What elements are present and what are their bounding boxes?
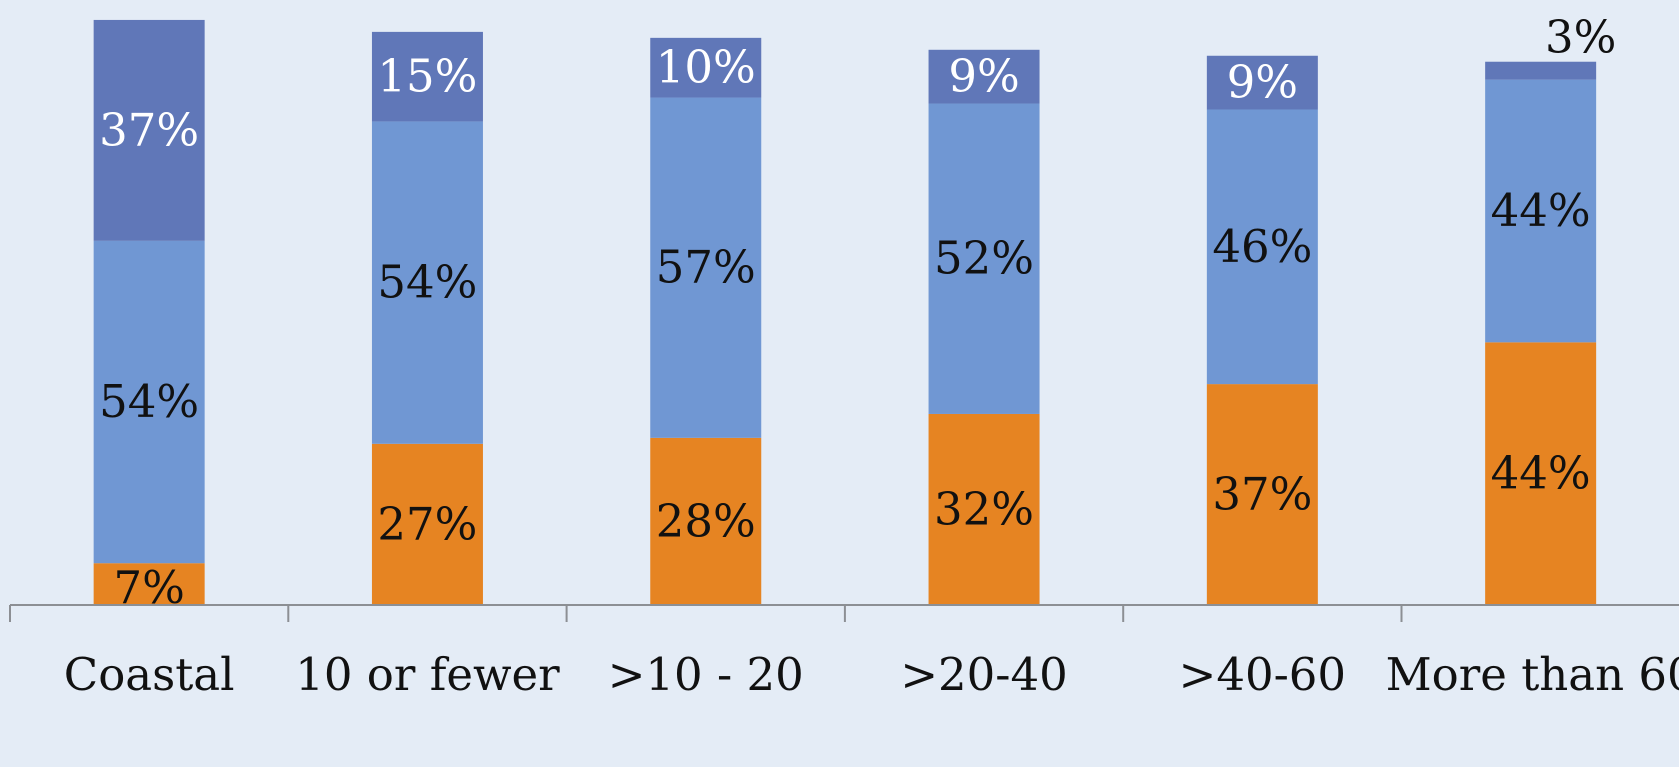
data-label-1-6: 44% [1491, 447, 1591, 500]
bar-segment-2-2 [371, 121, 483, 444]
data-label-1-2: 27% [377, 497, 477, 550]
data-label-2-5: 46% [1212, 220, 1312, 273]
data-label-1-1: 7% [113, 561, 184, 614]
data-label-3-4: 9% [948, 50, 1019, 103]
data-label-1-4: 32% [934, 482, 1034, 535]
bar-segment-1-6 [1485, 342, 1597, 605]
category-label-1: Coastal [64, 648, 235, 701]
category-label-5: >40-60 [1179, 648, 1346, 701]
category-label-6: More than 60 [1386, 648, 1679, 701]
bar-segment-1-4 [928, 413, 1040, 605]
data-label-1-5: 37% [1212, 468, 1312, 521]
bar-segment-3-1 [93, 19, 205, 241]
data-labels-layer: 7% 54% 37% 27% 54% 15% 28% 57% 10% 32% 52% 9% 37% 46%… [99, 11, 1616, 614]
bar-segment-1-2 [371, 443, 483, 605]
bar-segment-3-3 [650, 37, 762, 98]
x-axis [9, 604, 1679, 622]
data-label-2-6: 44% [1491, 184, 1591, 237]
bar-segment-2-1 [93, 240, 205, 564]
data-label-2-2: 54% [377, 256, 477, 309]
data-label-3-1: 37% [99, 103, 199, 156]
bar-segment-2-5 [1206, 109, 1318, 385]
bar-segment-3-5 [1206, 55, 1318, 110]
category-label-3: >10 - 20 [608, 648, 804, 701]
data-label-2-4: 52% [934, 232, 1034, 285]
bar-segment-3-6 [1485, 61, 1597, 80]
category-label-2: 10 or fewer [295, 648, 560, 701]
category-labels-layer: Coastal 10 or fewer >10 - 20 >20-40 >40-60 Mo… [64, 648, 1679, 701]
data-label-3-3: 10% [656, 41, 756, 94]
data-label-3-6: 3% [1545, 11, 1616, 64]
category-label-4: >20-40 [900, 648, 1067, 701]
bars-layer [93, 19, 1597, 605]
data-label-1-3: 28% [656, 494, 756, 547]
bar-segment-2-3 [650, 97, 762, 438]
bar-segment-1-3 [650, 437, 762, 605]
data-label-3-5: 9% [1227, 56, 1298, 109]
bar-segment-1-1 [93, 563, 205, 605]
bar-segment-1-5 [1206, 384, 1318, 605]
bar-segment-3-2 [371, 31, 483, 122]
bar-segment-2-6 [1485, 79, 1597, 343]
data-label-3-2: 15% [377, 50, 477, 103]
bar-segment-3-4 [928, 49, 1040, 104]
bar-segment-2-4 [928, 103, 1040, 414]
data-label-2-3: 57% [656, 241, 756, 294]
data-label-2-1: 54% [99, 375, 199, 428]
